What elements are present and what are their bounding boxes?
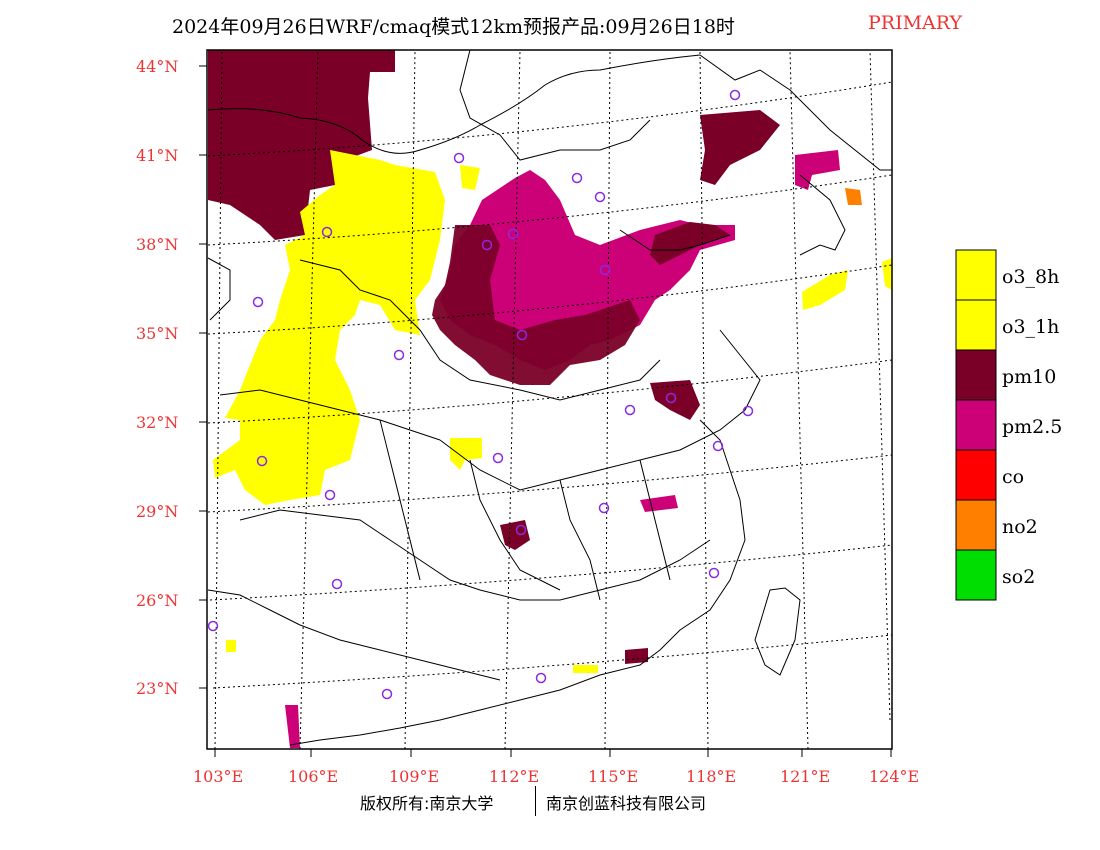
lon-label-112: 112°E <box>489 767 539 786</box>
lat-label-38: 38°N <box>136 235 178 254</box>
lon-label-103: 103°E <box>193 767 243 786</box>
legend-swatch-no2 <box>955 499 997 551</box>
lon-label-118: 118°E <box>686 767 736 786</box>
o3-area-ordos <box>460 165 480 190</box>
legend-swatch-co <box>955 449 997 501</box>
longitude-labels: 103°E 106°E 109°E 112°E 115°E 118°E 121°… <box>193 767 919 786</box>
pm10-area-guangxi <box>625 648 648 664</box>
map-frame <box>206 49 893 750</box>
legend: o3_8h o3_1h pm10 pm2.5 co no2 so2 <box>955 249 1062 601</box>
lon-label-109: 109°E <box>389 767 439 786</box>
lat-label-41: 41°N <box>136 146 178 165</box>
lat-label-44: 44°N <box>136 57 178 76</box>
boundaries <box>207 49 892 746</box>
pm25-area-fujian <box>640 495 678 512</box>
pm25-area-north-china <box>440 170 735 370</box>
lon-label-106: 106°E <box>288 767 338 786</box>
o3-area-yellow-sea <box>802 270 848 310</box>
o3-area-guangdong <box>573 665 598 673</box>
graticule <box>207 49 893 750</box>
legend-label-no2: no2 <box>1002 516 1038 538</box>
map-title: 2024年09月26日WRF/cmaq模式12km预报产品:09月26日18时 <box>172 16 735 38</box>
city-markers <box>207 89 754 700</box>
o3-area-korea <box>882 258 892 290</box>
axis-ticks <box>199 65 892 757</box>
lat-label-35: 35°N <box>136 324 178 343</box>
lon-label-115: 115°E <box>588 767 638 786</box>
lon-label-121: 121°E <box>780 767 830 786</box>
lat-label-23: 23°N <box>136 679 178 698</box>
map-title-primary: PRIMARY <box>868 12 963 34</box>
lat-label-29: 29°N <box>136 502 178 521</box>
pm10-area-northwest <box>208 50 395 240</box>
legend-label-pm10: pm10 <box>1002 366 1056 388</box>
legend-label-so2: so2 <box>1002 566 1035 588</box>
pm10-area-liaoning <box>700 110 780 185</box>
lat-label-26: 26°N <box>136 591 178 610</box>
pm10-area-bohai <box>650 222 730 265</box>
legend-swatch-o3-1h <box>955 299 997 351</box>
pm10-area-hunan <box>500 520 530 550</box>
pm10-area-central <box>432 225 640 385</box>
copyright-company: 南京创蓝科技有限公司 <box>546 794 707 813</box>
o3-area-west <box>213 150 445 505</box>
legend-swatch-so2 <box>955 549 997 601</box>
no2-area-korea <box>845 188 862 205</box>
legend-swatch-o3-8h <box>955 249 997 301</box>
legend-label-o3-8h: o3_8h <box>1002 266 1059 288</box>
pollution-overlay <box>208 50 892 748</box>
o3-area-small-sichuan <box>450 438 482 470</box>
lat-label-32: 32°N <box>136 413 178 432</box>
latitude-labels: 23°N 26°N 29°N 32°N 35°N 38°N 41°N 44°N <box>136 57 178 698</box>
copyright-separator <box>535 786 536 816</box>
copyright-owner: 版权所有:南京大学 <box>360 794 494 813</box>
legend-label-pm25: pm2.5 <box>1002 416 1062 438</box>
lon-label-124: 124°E <box>869 767 919 786</box>
legend-swatch-pm25 <box>955 399 997 451</box>
o3-area-yunnan-spot <box>226 640 236 652</box>
legend-label-co: co <box>1002 466 1024 488</box>
legend-swatch-pm10 <box>955 349 997 401</box>
pm10-area-yunnan <box>285 705 300 748</box>
pm25-area-korea-east <box>795 150 840 190</box>
legend-label-o3-1h: o3_1h <box>1002 316 1059 338</box>
